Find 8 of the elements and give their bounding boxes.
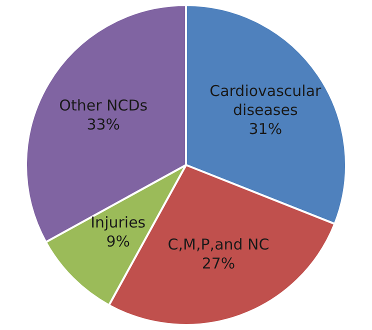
slice-label: C,M,P,and NC bbox=[168, 236, 270, 254]
slice-label: Cardiovascular diseases bbox=[210, 82, 322, 119]
data-label: 33% bbox=[86, 116, 120, 134]
data-label: 27% bbox=[202, 254, 236, 273]
slice-label: Other NCDs bbox=[59, 96, 148, 115]
data-label: 31% bbox=[248, 120, 282, 138]
data-label: 9% bbox=[106, 232, 130, 250]
slice-label: Injuries bbox=[90, 213, 146, 232]
